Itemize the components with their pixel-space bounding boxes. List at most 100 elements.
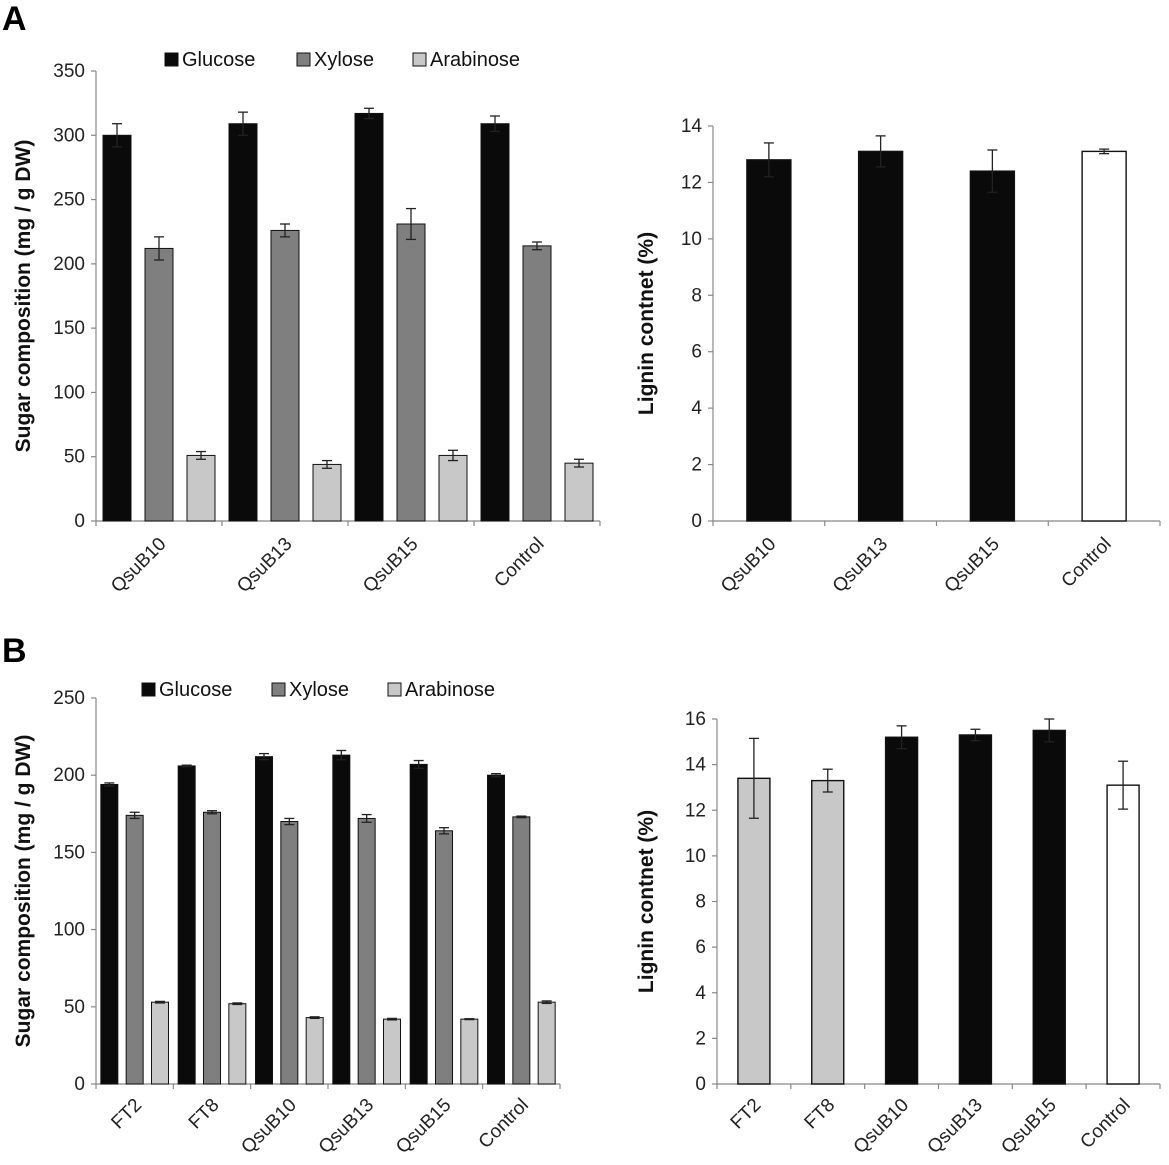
bar-arabinose [228, 1003, 247, 1085]
y-tick-label: 14 [685, 755, 707, 776]
y-tick-label: 10 [685, 846, 706, 867]
y-tick-label: 10 [681, 229, 702, 250]
y-tick-label: 14 [681, 116, 703, 137]
y-tick-label: 8 [691, 285, 702, 306]
y-tick-label: 4 [695, 983, 706, 1004]
category-label: QsuB15 [941, 534, 1004, 597]
bar-xylose [396, 223, 426, 522]
bar-lignin [746, 159, 792, 522]
sugar-composition-chart-b: 0 50 100 150 200 250 Sugar composition (mg / g… [12, 679, 561, 1158]
lignin-content-chart-a: 0 2 4 6 8 10 12 14 Lignin contnet (%) QsuB10 QsuB1… [635, 116, 1161, 597]
y-tick-label: 6 [695, 937, 706, 958]
y-tick-label: 250 [53, 190, 85, 211]
y-axis-title: Lignin contnet (%) [635, 810, 658, 993]
bar-lignin [857, 150, 904, 522]
category-label: QsuB13 [829, 534, 892, 597]
y-tick-label: 150 [53, 318, 85, 339]
bar-arabinose [537, 1001, 556, 1085]
legend-label-xylose: Xylose [314, 49, 374, 71]
legend-label-glucose: Glucose [182, 49, 255, 71]
bar-glucose [102, 134, 132, 522]
y-tick-label: 350 [53, 61, 85, 82]
category-label: Control [490, 534, 548, 592]
y-tick-label: 250 [53, 688, 85, 709]
category-label: FT2 [107, 1095, 146, 1134]
bar-xylose [203, 811, 221, 1085]
y-tick-label: 0 [74, 511, 85, 532]
bar-lignin [958, 734, 993, 1085]
category-label: QsuB15 [392, 1095, 455, 1158]
bar-arabinose [305, 1017, 324, 1085]
category-label: QsuB10 [717, 534, 780, 597]
category-label: QsuB13 [315, 1095, 378, 1158]
bar-glucose [480, 123, 510, 522]
y-tick-label: 0 [695, 1074, 706, 1095]
bar-glucose [354, 112, 384, 522]
y-tick-label: 200 [53, 765, 85, 786]
bar-arabinose [564, 462, 594, 522]
category-label: Control [1058, 534, 1116, 592]
bar-lignin [884, 736, 919, 1085]
y-axis-title: Sugar composition (mg / g DW) [12, 735, 35, 1048]
legend-label-arabinose: Arabinose [430, 49, 520, 71]
category-label: FT2 [727, 1095, 766, 1134]
y-tick-label: 200 [53, 254, 85, 275]
y-tick-label: 16 [685, 709, 706, 730]
bar-glucose [332, 754, 351, 1085]
y-tick-label: 4 [691, 398, 702, 419]
bar-xylose [280, 821, 299, 1085]
y-tick-label: 2 [691, 455, 702, 476]
y-tick-label: 150 [53, 842, 85, 863]
bar-xylose [435, 830, 453, 1085]
bar-lignin [1081, 150, 1127, 522]
category-label: QsuB10 [850, 1095, 913, 1158]
y-tick-label: 50 [64, 447, 85, 468]
bar-lignin [737, 777, 771, 1085]
category-label: QsuB15 [359, 534, 422, 597]
y-tick-label: 300 [53, 125, 85, 146]
legend-swatch-arabinose [412, 52, 427, 67]
category-label: QsuB13 [233, 534, 296, 597]
bar-xylose [512, 816, 531, 1085]
bar-xylose [270, 229, 300, 522]
category-label: QsuB10 [107, 534, 170, 597]
legend-label-arabinose: Arabinose [405, 679, 495, 701]
y-tick-label: 0 [691, 511, 702, 532]
bar-glucose [177, 765, 196, 1085]
y-axis-title: Lignin contnet (%) [635, 232, 658, 415]
legend-swatch-glucose [164, 52, 179, 67]
category-label: QsuB10 [237, 1095, 300, 1158]
bar-arabinose [186, 454, 216, 522]
bar-arabinose [438, 454, 468, 522]
bar-lignin [969, 170, 1016, 522]
bar-lignin [1032, 729, 1066, 1085]
legend-label-xylose: Xylose [289, 679, 349, 701]
category-label: Control [1076, 1095, 1134, 1153]
bar-lignin [1106, 784, 1140, 1085]
bar-arabinose [312, 463, 342, 522]
y-tick-label: 100 [53, 920, 85, 941]
y-tick-label: 100 [53, 382, 85, 403]
lignin-content-chart-b: 0 2 4 6 8 10 12 14 16 Lignin contnet (%) FT2 FT8 Qsu… [635, 709, 1161, 1158]
bar-glucose [409, 763, 428, 1085]
bar-xylose [522, 245, 552, 522]
legend-swatch-arabinose [387, 682, 402, 697]
y-tick-label: 12 [685, 800, 706, 821]
bar-xylose [125, 814, 144, 1085]
sugar-composition-chart-a: 0 50 100 150 200 250 300 350 Sugar composition (… [12, 49, 601, 597]
legend-swatch-xylose [296, 52, 311, 67]
bar-glucose [487, 774, 505, 1085]
bar-arabinose [460, 1018, 479, 1085]
category-label: FT8 [185, 1095, 224, 1134]
category-label: QsuB15 [997, 1095, 1060, 1158]
legend-swatch-glucose [141, 682, 156, 697]
y-tick-label: 50 [64, 997, 85, 1018]
y-tick-label: 8 [695, 892, 706, 913]
y-tick-label: 2 [695, 1028, 706, 1049]
bar-lignin [811, 779, 845, 1085]
panel-b-label: B [2, 632, 27, 670]
bar-arabinose [383, 1018, 401, 1085]
y-tick-label: 0 [74, 1074, 85, 1095]
category-label: FT8 [801, 1095, 840, 1134]
